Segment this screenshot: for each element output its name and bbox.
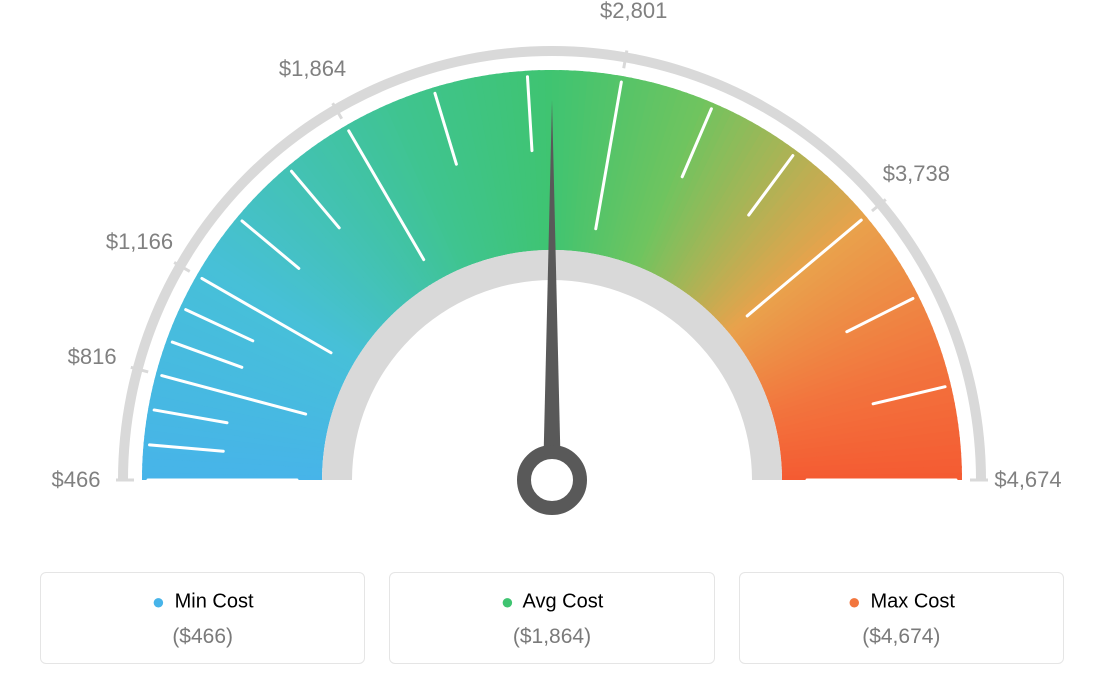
legend-card-max: ● Max Cost ($4,674) xyxy=(739,572,1064,664)
legend-title-avg: ● Avg Cost xyxy=(400,589,703,615)
gauge-tick-label: $2,801 xyxy=(600,0,667,24)
gauge-tick-label: $3,738 xyxy=(883,161,950,187)
legend-title-min: ● Min Cost xyxy=(51,589,354,615)
legend-title-max: ● Max Cost xyxy=(750,589,1053,615)
legend-value-min: ($466) xyxy=(51,625,354,649)
gauge-svg xyxy=(0,0,1104,560)
legend-card-avg: ● Avg Cost ($1,864) xyxy=(389,572,714,664)
dot-icon: ● xyxy=(848,589,861,614)
legend-row: ● Min Cost ($466) ● Avg Cost ($1,864) ● … xyxy=(40,572,1064,664)
gauge-tick-label: $466 xyxy=(52,467,101,493)
legend-title-text: Avg Cost xyxy=(522,590,603,612)
cost-gauge-widget: $466 $816 $1,166 $1,864 $2,801 $3,738 $4,674 ●… xyxy=(0,0,1104,690)
legend-value-max: ($4,674) xyxy=(750,625,1053,649)
legend-title-text: Min Cost xyxy=(175,590,254,612)
gauge-area: $466 $816 $1,166 $1,864 $2,801 $3,738 $4,674 xyxy=(0,0,1104,560)
dot-icon: ● xyxy=(501,589,514,614)
gauge-tick-label: $1,166 xyxy=(106,229,173,255)
legend-value-avg: ($1,864) xyxy=(400,625,703,649)
gauge-tick-label: $4,674 xyxy=(994,467,1061,493)
legend-title-text: Max Cost xyxy=(871,590,955,612)
dot-icon: ● xyxy=(152,589,165,614)
gauge-tick-label: $1,864 xyxy=(279,56,346,82)
legend-card-min: ● Min Cost ($466) xyxy=(40,572,365,664)
gauge-tick-label: $816 xyxy=(68,344,117,370)
